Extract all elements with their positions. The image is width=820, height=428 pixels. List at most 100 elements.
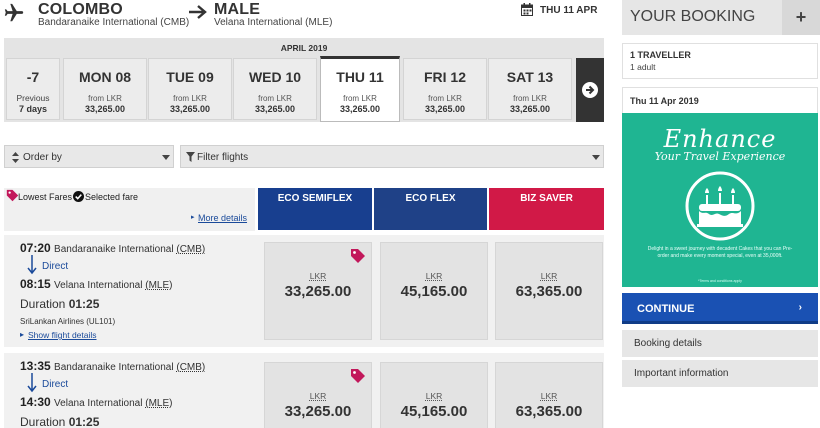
next-dates-button[interactable] [576, 58, 604, 122]
currency: LKR [309, 391, 327, 401]
arrival-code: (MLE) [145, 280, 173, 291]
destination-airport: Velana International (MLE) [214, 17, 333, 28]
flight-row: 13:35 Bandaranaike International (CMB) D… [4, 353, 604, 428]
duration-value: 01:25 [68, 415, 100, 428]
from-label: from LKR [88, 94, 122, 103]
previous-week-button[interactable]: -7 Previous 7 days [6, 58, 60, 120]
cake-icon [685, 171, 755, 241]
booking-panel-header: YOUR BOOKING + [622, 0, 820, 35]
fare-option-eco-flex[interactable]: LKR 45,165.00 [380, 362, 488, 428]
filter-flights-select[interactable]: Filter flights [180, 145, 604, 168]
date-tab-thu-11[interactable]: THU 11 from LKR 33,265.00 [320, 56, 400, 122]
promo-terms: *Terms and conditions apply [698, 279, 742, 283]
show-flight-details-link[interactable]: Show flight details [28, 330, 97, 340]
arrival-code: (MLE) [145, 398, 173, 409]
fare-header-eco-flex: ECO FLEX [374, 188, 487, 230]
expand-booking-button[interactable]: + [782, 0, 820, 35]
date-label: SAT 13 [506, 69, 554, 85]
duration-label: Duration [20, 297, 66, 311]
trip-date-box: Thu 11 Apr 2019 [622, 87, 818, 113]
continue-button[interactable]: CONTINUE › [622, 293, 818, 324]
currency: LKR [309, 271, 327, 281]
duration-label: Duration [20, 415, 66, 428]
promo-banner[interactable]: Enhance Your Travel Experience Delight i… [622, 113, 818, 287]
date-tab-tue-09[interactable]: TUE 09 from LKR 33,265.00 [148, 58, 232, 120]
date-price: 33,265.00 [424, 104, 466, 114]
selected-date: THU 11 APR [540, 5, 598, 16]
duration: Duration 01:25 [20, 415, 99, 428]
traveller-summary: 1 TRAVELLER 1 adult [622, 43, 818, 79]
currency: LKR [540, 271, 558, 281]
booking-title: YOUR BOOKING [630, 8, 756, 25]
date-label: MON 08 [78, 69, 132, 85]
booking-details-link[interactable]: Booking details [622, 330, 818, 357]
arrow-right-icon [189, 5, 207, 19]
traveller-count: 1 TRAVELLER [630, 50, 691, 60]
origin-airport: Bandaranaike International (CMB) [38, 17, 190, 28]
date-tab-fri-12[interactable]: FRI 12 from LKR 33,265.00 [403, 58, 487, 120]
order-by-select[interactable]: Order by [4, 145, 174, 168]
chevron-right-icon: ▸ [191, 214, 195, 221]
date-tab-wed-10[interactable]: WED 10 from LKR 33,265.00 [233, 58, 317, 120]
selected-fare-label: Selected fare [85, 192, 139, 202]
destination-city: MALE [214, 1, 261, 18]
departure-airport: Bandaranaike International [54, 244, 174, 255]
fare-option-eco-semiflex[interactable]: LKR 33,265.00 [264, 362, 372, 428]
date-price: 33,265.00 [84, 104, 126, 114]
continue-label: CONTINUE [637, 303, 695, 315]
flight-header: COLOMBO Bandaranaike International (CMB)… [0, 0, 610, 36]
chevron-right-icon: › [798, 302, 802, 313]
departure-code: (CMB) [176, 244, 206, 255]
important-information-link[interactable]: Important information [622, 360, 818, 387]
fare-amount: 33,265.00 [284, 403, 352, 420]
fare-legend: Lowest Fares Selected fare ▸ More detail… [4, 188, 255, 231]
currency: LKR [425, 271, 443, 281]
flight-row: 07:20 Bandaranaike International (CMB) D… [4, 235, 604, 347]
trip-date: Thu 11 Apr 2019 [630, 96, 699, 106]
arrival: 14:30 Velana International (MLE) [20, 395, 172, 409]
origin-city: COLOMBO [38, 1, 123, 18]
more-details-link[interactable]: More details [198, 213, 248, 223]
lowest-fare-tag-icon [351, 249, 365, 263]
check-circle-icon [73, 191, 84, 202]
chevron-down-icon [162, 155, 170, 160]
from-label: from LKR [173, 94, 207, 103]
from-label: from LKR [343, 94, 377, 103]
date-tab-mon-08[interactable]: MON 08 from LKR 33,265.00 [63, 58, 147, 120]
fare-option-eco-semiflex[interactable]: LKR 33,265.00 [264, 242, 372, 340]
date-price: 33,265.00 [169, 104, 211, 114]
from-label: from LKR [428, 94, 462, 103]
fare-option-biz-saver[interactable]: LKR 63,365.00 [495, 242, 603, 340]
important-information-label: Important information [634, 368, 729, 379]
filter-icon [186, 152, 195, 162]
date-label: TUE 09 [166, 69, 214, 85]
arrival-time: 08:15 [20, 277, 51, 291]
from-label: from LKR [513, 94, 547, 103]
fare-header-eco-semiflex: ECO SEMIFLEX [258, 188, 372, 230]
arrival-time: 14:30 [20, 395, 51, 409]
fare-amount: 63,365.00 [515, 403, 583, 420]
lowest-fare-tag-icon [6, 189, 19, 202]
date-price: 33,265.00 [339, 104, 381, 114]
date-label: WED 10 [248, 69, 302, 85]
promo-subheadline: Your Travel Experience [654, 150, 786, 163]
previous-days: 7 days [18, 104, 48, 114]
fare-option-eco-flex[interactable]: LKR 45,165.00 [380, 242, 488, 340]
currency: LKR [425, 391, 443, 401]
date-price: 33,265.00 [254, 104, 296, 114]
fare-amount: 45,165.00 [400, 403, 468, 420]
fare-amount: 45,165.00 [400, 283, 468, 300]
direct-label: Direct [42, 379, 69, 390]
departure-airport: Bandaranaike International [54, 362, 174, 373]
fare-option-biz-saver[interactable]: LKR 63,365.00 [495, 362, 603, 428]
date-tab-sat-13[interactable]: SAT 13 from LKR 33,265.00 [488, 58, 572, 120]
date-label: FRI 12 [423, 69, 466, 85]
order-by-label: Order by [23, 152, 62, 163]
departure-code: (CMB) [176, 362, 206, 373]
departure-time: 07:20 [20, 241, 51, 255]
fare-header-biz-saver: BIZ SAVER [489, 188, 604, 230]
duration-value: 01:25 [68, 297, 100, 311]
chevron-down-icon [592, 155, 600, 160]
airplane-icon [4, 3, 24, 22]
date-price: 33,265.00 [509, 104, 551, 114]
